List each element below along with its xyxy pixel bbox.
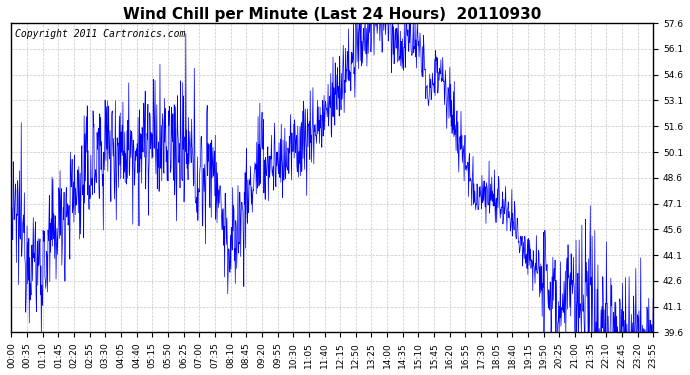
- Title: Wind Chill per Minute (Last 24 Hours)  20110930: Wind Chill per Minute (Last 24 Hours) 20…: [123, 7, 542, 22]
- Text: Copyright 2011 Cartronics.com: Copyright 2011 Cartronics.com: [14, 29, 185, 39]
